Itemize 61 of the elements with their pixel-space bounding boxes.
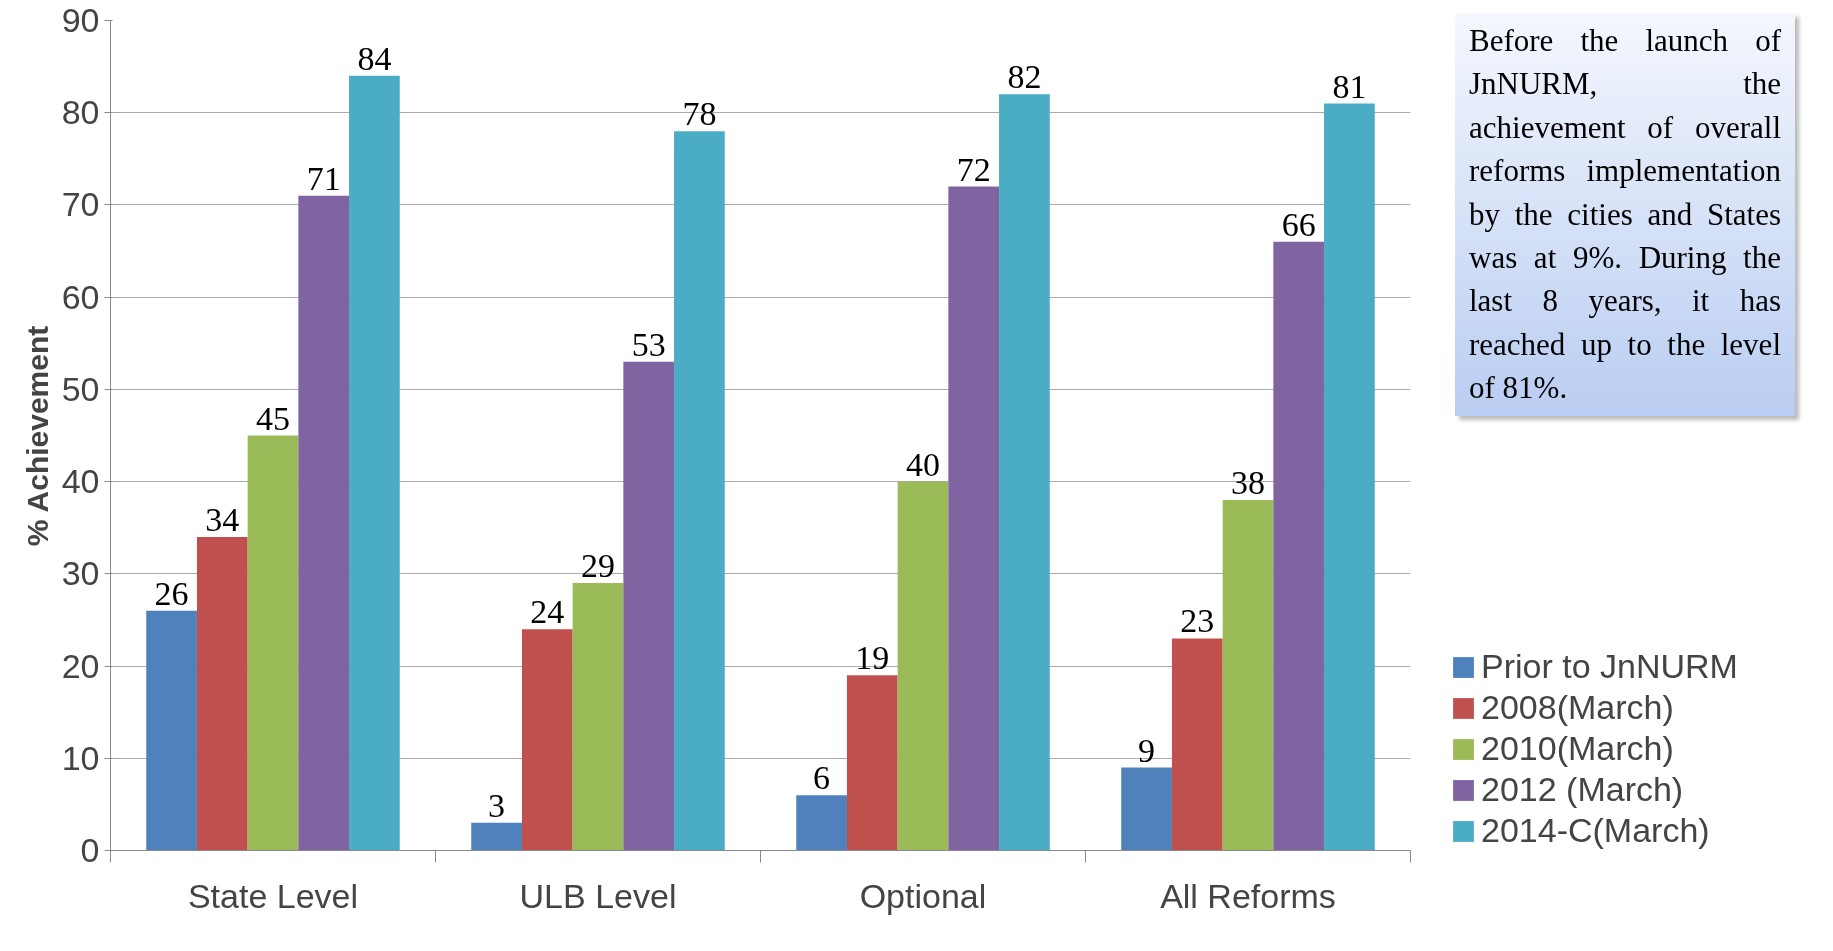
data-label: 38 — [1231, 464, 1265, 502]
x-tick-label: State Level — [187, 876, 359, 915]
bar — [1171, 638, 1223, 851]
data-label: 72 — [956, 150, 991, 188]
bar — [623, 361, 675, 851]
bar — [196, 536, 248, 851]
bar — [1273, 241, 1325, 851]
x-tick-label: All Reforms — [1160, 876, 1336, 915]
bar — [1222, 500, 1274, 851]
bar — [897, 481, 949, 851]
text: Before the launch of JnNURM, the achievement of overall reforms implementation by the cities and States was at 9%. During the last 8 years, it has reached up to the level of 81%. — [1469, 23, 1781, 406]
bar — [948, 186, 1000, 851]
bar — [521, 629, 573, 851]
data-label: 45 — [256, 399, 290, 437]
legend-label: 2010(March) — [1481, 729, 1674, 768]
bar — [146, 610, 197, 851]
bar — [471, 822, 522, 851]
data-label: 26 — [154, 574, 189, 612]
data-label: 40 — [906, 445, 940, 483]
data-label: 82 — [1007, 58, 1042, 96]
y-tick-label: 80 — [61, 93, 100, 132]
y-tick-label: 60 — [61, 277, 100, 316]
bar — [247, 435, 299, 851]
y-axis-title: % Achievement — [20, 325, 54, 547]
bar — [999, 94, 1050, 851]
bar — [796, 795, 847, 851]
data-label: 3 — [488, 786, 506, 824]
y-tick-label: 70 — [61, 185, 100, 224]
legend-label: 2008(March) — [1481, 688, 1674, 727]
legend-label: 2014-C(March) — [1481, 811, 1710, 850]
y-tick-label: 10 — [61, 738, 100, 777]
bar — [1324, 103, 1375, 851]
data-label: 81 — [1332, 67, 1367, 105]
data-label: 78 — [682, 95, 717, 133]
x-tick-label: ULB Level — [519, 876, 677, 915]
bar — [1121, 767, 1172, 851]
data-label: 19 — [855, 639, 890, 677]
data-label: 66 — [1281, 205, 1316, 243]
y-tick-label: 90 — [61, 1, 100, 39]
data-label: 24 — [530, 593, 565, 631]
legend-label: Prior to JnNURM — [1481, 647, 1738, 686]
data-label: 71 — [306, 159, 341, 197]
bar — [846, 675, 898, 851]
bar — [572, 583, 624, 851]
data-label: 6 — [813, 759, 831, 797]
legend-label: 2012 (March) — [1481, 770, 1684, 809]
y-tick-label: 20 — [61, 646, 100, 685]
y-tick-label: 40 — [61, 462, 100, 501]
data-label: 53 — [631, 325, 666, 363]
y-tick-label: 30 — [61, 554, 100, 593]
data-label: 23 — [1180, 602, 1215, 640]
data-label: 9 — [1138, 731, 1156, 769]
bar — [674, 131, 725, 851]
y-tick-label: 0 — [80, 831, 100, 869]
x-tick-label: Optional — [859, 876, 987, 915]
data-label: 34 — [205, 500, 240, 538]
bar — [298, 195, 350, 851]
data-label: 29 — [581, 547, 615, 585]
y-tick-label: 50 — [61, 369, 100, 408]
bar — [349, 75, 400, 851]
data-label: 84 — [357, 39, 392, 77]
